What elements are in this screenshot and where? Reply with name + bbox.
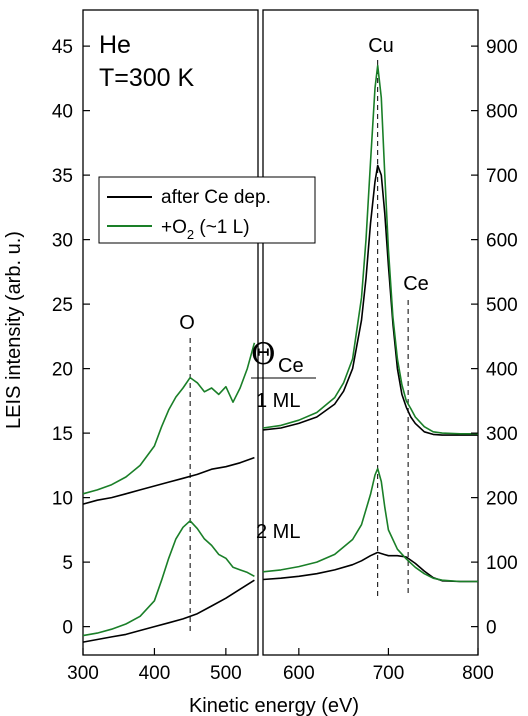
right-y-tick-label: 800	[486, 102, 518, 123]
axis-ticks: 300 400 500 600 700 800 0 5 10 15 20 25 30 35 40 45 0 100…	[52, 37, 518, 684]
x-tick-label: 400	[139, 663, 171, 684]
plot-frames	[82, 9, 479, 656]
left-y-tick-label: 30	[52, 231, 73, 252]
series-line-7	[262, 467, 478, 583]
series-line-3	[82, 519, 255, 637]
coverage-label-2ml: 2 ML	[256, 521, 300, 543]
left-y-tick-label: 35	[52, 166, 73, 187]
right-y-tick-label: 200	[486, 489, 518, 510]
series-line-5	[262, 64, 478, 435]
right-y-tick-label: 300	[486, 424, 518, 445]
series-line-0	[82, 456, 255, 505]
reference-lines	[189, 60, 409, 632]
x-tick-label: 800	[462, 663, 494, 684]
legend-box	[98, 176, 316, 244]
left-y-tick-label: 10	[52, 489, 73, 510]
right-y-tick-label: 600	[486, 231, 518, 252]
data-series	[82, 64, 478, 643]
left-y-tick-label: 40	[52, 102, 73, 123]
left-y-tick-label: 5	[62, 553, 73, 574]
theta-symbol: Θ	[251, 337, 276, 372]
right-panel-frame	[262, 9, 479, 656]
peak-label-o: O	[179, 312, 195, 334]
legend: after Ce dep. +O2 (~1 L)	[98, 176, 316, 244]
left-y-tick-label: 20	[52, 360, 73, 381]
series-line-4	[262, 164, 478, 436]
gas-label: He	[99, 31, 131, 59]
left-y-tick-label: 0	[62, 618, 73, 639]
left-panel-frame	[82, 9, 259, 656]
x-tick-label: 700	[373, 663, 405, 684]
coverage-label-1ml: 1 ML	[256, 390, 300, 412]
peak-label-ce: Ce	[403, 273, 429, 295]
legend-o2-main: +O	[161, 217, 187, 238]
series-line-2	[82, 579, 255, 643]
right-y-tick-label: 400	[486, 360, 518, 381]
legend-label-o2: +O2 (~1 L)	[161, 217, 250, 242]
y-axis-title: LEIS intensity (arb. u.)	[3, 231, 25, 429]
left-y-tick-label: 15	[52, 424, 73, 445]
x-tick-label: 300	[67, 663, 99, 684]
x-axis-title: Kinetic energy (eV)	[189, 695, 359, 716]
theta-subscript: Ce	[278, 355, 304, 377]
left-y-tick-label: 25	[52, 295, 73, 316]
legend-o2-sub: 2	[187, 227, 194, 242]
right-y-tick-label: 0	[486, 618, 497, 639]
legend-label-after-ce: after Ce dep.	[161, 187, 271, 208]
left-y-tick-label: 45	[52, 37, 73, 58]
theta-coverage-label: Θ Ce	[251, 337, 316, 379]
x-tick-label: 600	[283, 663, 315, 684]
temperature-label: T=300 K	[99, 64, 195, 92]
legend-o2-tail: (~1 L)	[194, 217, 249, 238]
right-y-tick-label: 900	[486, 37, 518, 58]
peak-label-cu: Cu	[368, 35, 394, 57]
right-y-tick-label: 700	[486, 166, 518, 187]
x-tick-label: 500	[210, 663, 242, 684]
right-y-tick-label: 500	[486, 295, 518, 316]
series-line-1	[82, 342, 256, 495]
right-y-tick-label: 100	[486, 553, 518, 574]
